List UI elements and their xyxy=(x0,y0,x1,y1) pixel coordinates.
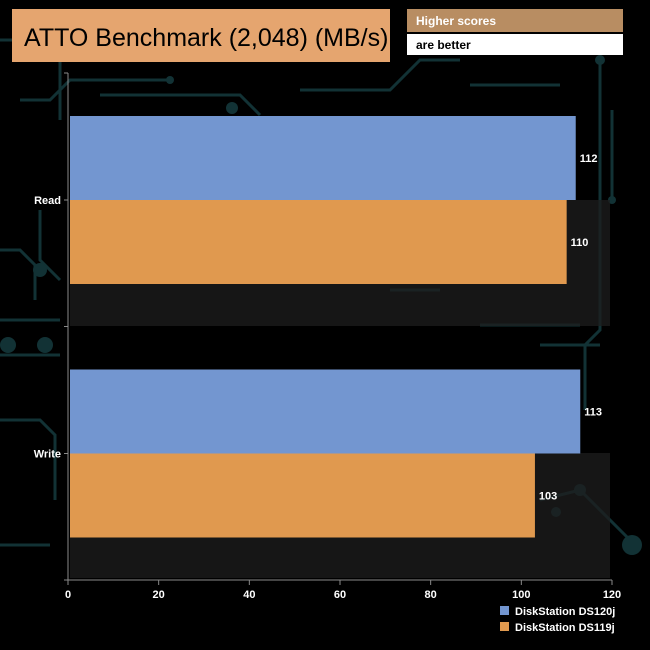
x-tick-label-100: 100 xyxy=(512,589,530,601)
category-label-read: Read xyxy=(34,195,61,207)
title-box xyxy=(12,9,390,62)
bar-write-diskstation-ds120j xyxy=(70,369,581,454)
note-box-top xyxy=(407,9,623,32)
legend-swatch-ds119j xyxy=(500,622,509,631)
x-tick-label-20: 20 xyxy=(153,589,165,601)
x-tick-label-120: 120 xyxy=(603,589,621,601)
legend: DiskStation DS120j DiskStation DS119j xyxy=(500,606,615,634)
legend-label-ds120j: DiskStation DS120j xyxy=(515,606,615,618)
data-label-read-diskstation-ds119j: 110 xyxy=(571,237,589,249)
axis-layer: Read Write 0 20 40 60 80 100 120 xyxy=(34,72,621,601)
bar-read-diskstation-ds119j xyxy=(70,200,567,284)
data-label-write-diskstation-ds119j: 103 xyxy=(539,491,557,503)
x-tick-label-80: 80 xyxy=(425,589,437,601)
labels-layer: 112 110 113 103 xyxy=(539,153,602,503)
legend-label-ds119j: DiskStation DS119j xyxy=(515,622,615,634)
legend-swatch-ds120j xyxy=(500,606,509,615)
bar-write-diskstation-ds119j xyxy=(70,453,535,538)
note-line-1: Higher scores xyxy=(416,14,496,28)
bars-layer xyxy=(70,116,581,538)
note-box-bottom xyxy=(407,34,623,55)
note-line-2: are better xyxy=(416,38,471,52)
bar-read-diskstation-ds120j xyxy=(70,116,576,200)
data-label-read-diskstation-ds120j: 112 xyxy=(580,153,598,165)
category-label-write: Write xyxy=(34,449,61,461)
x-tick-label-0: 0 xyxy=(65,589,71,601)
x-tick-label-40: 40 xyxy=(243,589,255,601)
data-label-write-diskstation-ds120j: 113 xyxy=(584,407,602,419)
x-tick-label-60: 60 xyxy=(334,589,346,601)
chart-title: ATTO Benchmark (2,048) (MB/s) xyxy=(24,24,388,52)
